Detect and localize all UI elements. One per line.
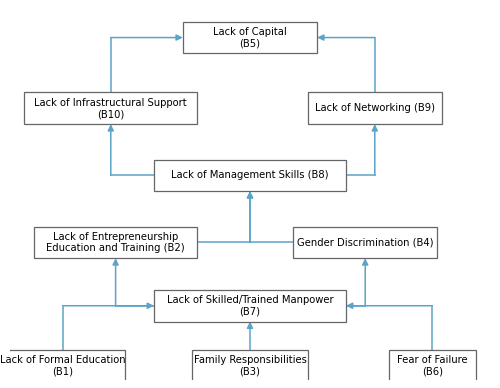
- FancyBboxPatch shape: [154, 290, 346, 322]
- FancyBboxPatch shape: [183, 22, 317, 54]
- Text: Gender Discrimination (B4): Gender Discrimination (B4): [297, 237, 434, 248]
- Text: Lack of Entrepreneurship
Education and Training (B2): Lack of Entrepreneurship Education and T…: [46, 232, 185, 253]
- FancyBboxPatch shape: [192, 350, 308, 381]
- Text: Lack of Networking (B9): Lack of Networking (B9): [315, 103, 435, 113]
- FancyBboxPatch shape: [34, 227, 197, 258]
- Text: Lack of Formal Education
(B1): Lack of Formal Education (B1): [0, 355, 126, 376]
- Text: Lack of Infrastructural Support
(B10): Lack of Infrastructural Support (B10): [34, 97, 187, 119]
- Text: Lack of Capital
(B5): Lack of Capital (B5): [213, 27, 287, 48]
- Text: Fear of Failure
(B6): Fear of Failure (B6): [397, 355, 468, 376]
- FancyBboxPatch shape: [0, 350, 125, 381]
- Text: Lack of Management Skills (B8): Lack of Management Skills (B8): [171, 170, 329, 180]
- FancyBboxPatch shape: [293, 227, 437, 258]
- FancyBboxPatch shape: [154, 159, 346, 191]
- Text: Family Responsibilities
(B3): Family Responsibilities (B3): [194, 355, 306, 376]
- FancyBboxPatch shape: [308, 92, 442, 124]
- FancyBboxPatch shape: [389, 350, 476, 381]
- Text: Lack of Skilled/Trained Manpower
(B7): Lack of Skilled/Trained Manpower (B7): [166, 295, 334, 317]
- FancyBboxPatch shape: [24, 92, 197, 124]
